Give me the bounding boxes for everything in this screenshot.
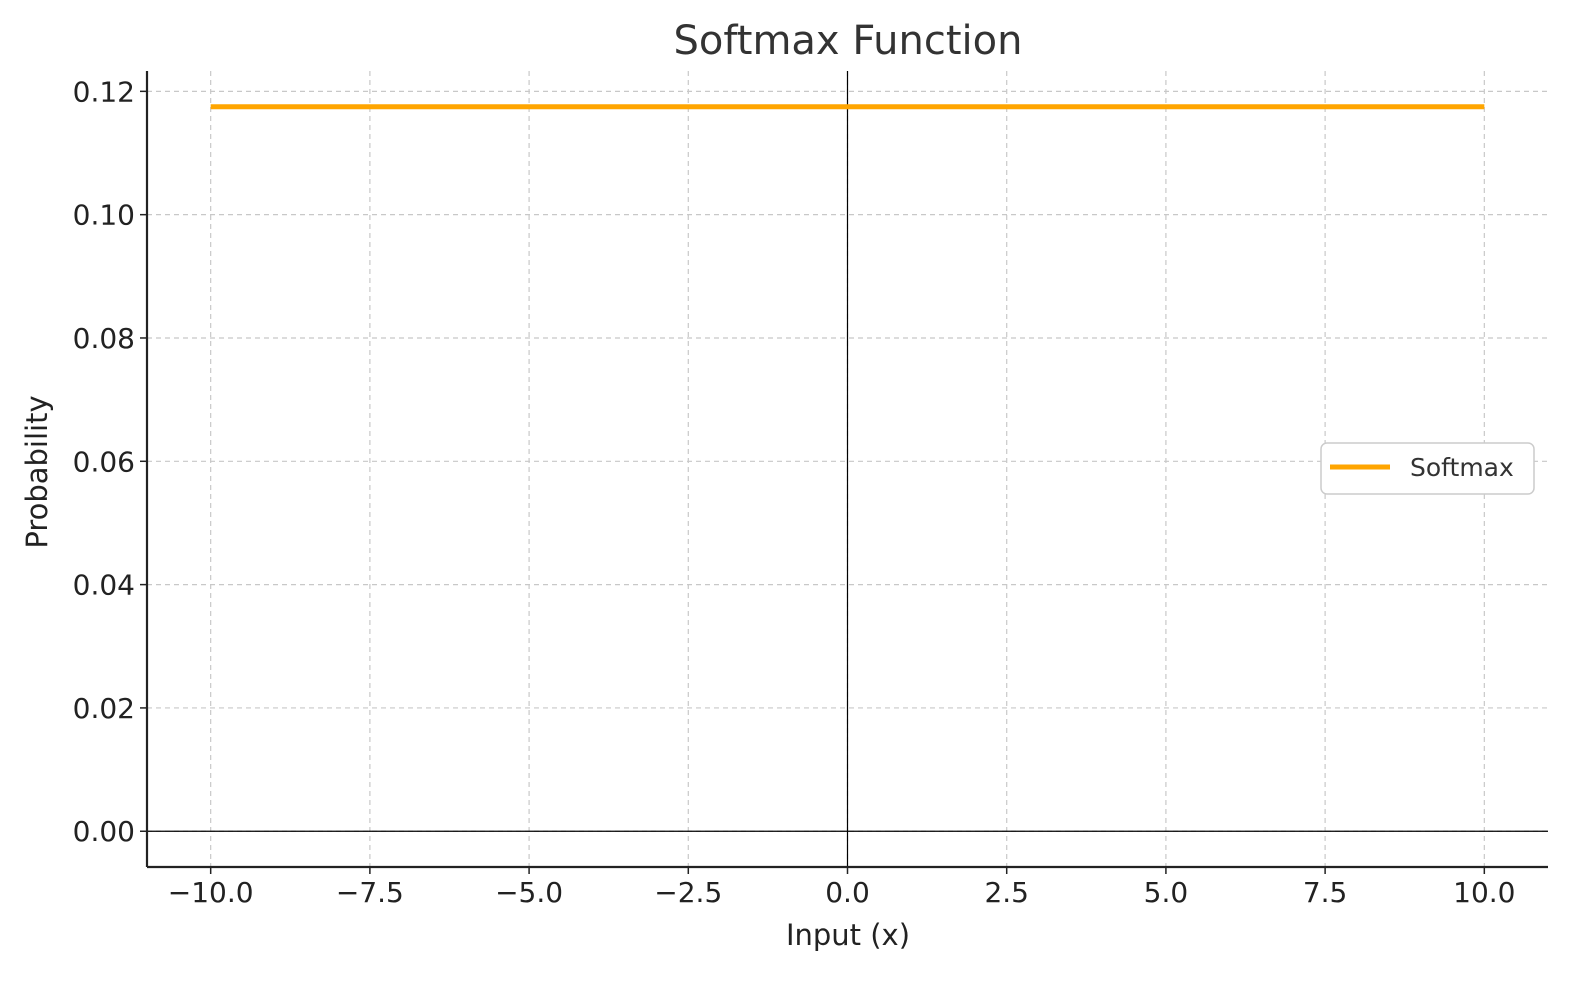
reference-lines [147, 71, 1548, 867]
y-tick-label: 0.04 [73, 569, 135, 602]
x-tick-label: 7.5 [1303, 876, 1348, 909]
legend-box [1320, 442, 1535, 495]
legend-label: Softmax [1410, 453, 1514, 482]
y-tick-label: 0.02 [73, 692, 135, 725]
chart-title: Softmax Function [674, 18, 1023, 64]
x-tick-label: 10.0 [1453, 876, 1515, 909]
x-tick-label: −7.5 [336, 876, 404, 909]
y-axis-label: Probability [20, 395, 54, 548]
y-tick-label: 0.08 [73, 322, 135, 355]
x-tick-label: −5.0 [495, 876, 563, 909]
y-tick-label: 0.00 [73, 815, 135, 848]
legend: Softmax [1320, 442, 1535, 495]
axes [140, 71, 1548, 874]
y-tick-label: 0.12 [73, 75, 135, 108]
x-tick-label: −10.0 [168, 876, 254, 909]
x-tick-label: −2.5 [654, 876, 722, 909]
x-axis-label: Input (x) [786, 918, 910, 952]
tick-labels: −10.0 −7.5 −5.0 −2.5 0.0 2.5 5.0 7.5 10.0 0.00 0.0… [73, 75, 1516, 909]
x-tick-label: 0.0 [825, 876, 870, 909]
x-tick-label: 2.5 [984, 876, 1029, 909]
y-tick-label: 0.06 [73, 445, 135, 478]
x-tick-label: 5.0 [1144, 876, 1189, 909]
y-tick-label: 0.10 [73, 199, 135, 232]
